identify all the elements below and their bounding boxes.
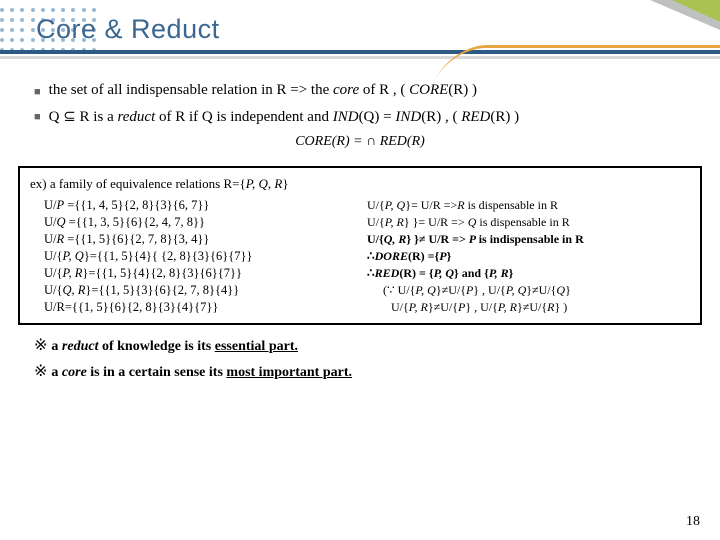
note-1: ※a reduct of knowledge is its essential … [34, 335, 686, 355]
list-item: U/{P, R}={{1, 5}{4}{2, 8}{3}{6}{7}} [30, 266, 353, 281]
formula: CORE(R) = ∩ RED(R) [34, 134, 686, 150]
list-item: U/R ={{1, 5}{6}{2, 7, 8}{3, 4}} [30, 232, 353, 247]
example-intro: ex) a family of equivalence relations R=… [30, 176, 690, 192]
page-number: 18 [686, 514, 700, 530]
list-item: U/{Q, R} }≠ U/R => P is indispensable in… [367, 232, 690, 247]
slide-header: Core & Reduct [0, 0, 720, 64]
list-item: ∴RED(R) = {P, Q} and {P, R} [367, 266, 690, 281]
bullet-2: ■ Q ⊆ R is a reduct of R if Q is indepen… [34, 107, 686, 126]
list-item: U/{P, Q}= U/R =>R is dispensable in R [367, 198, 690, 213]
list-item: U/{P, R} }= U/R => Q is dispensable in R [367, 215, 690, 230]
list-item: ∴DORE(R) ={P} [367, 249, 690, 264]
bullet-icon: ■ [34, 111, 41, 123]
list-item: U/P ={{1, 4, 5}{2, 8}{3}{6, 7}} [30, 198, 353, 213]
bullet-icon: ■ [34, 86, 41, 98]
list-item: U/{P, Q}={{1, 5}{4}{ {2, 8}{3}{6}{7}} [30, 249, 353, 264]
example-box: ex) a family of equivalence relations R=… [18, 166, 702, 325]
orange-curve [433, 45, 720, 85]
slide-title: Core & Reduct [36, 14, 220, 45]
notes: ※a reduct of knowledge is its essential … [0, 325, 720, 397]
list-item: (∵ U/{P, Q}≠U/{P} , U/{P, Q}≠U/{Q} [367, 283, 690, 298]
list-item: U/{P, R}≠U/{P} , U/{P, R}≠U/{R} ) [367, 300, 690, 315]
list-item: U/{Q, R}={{1, 5}{3}{6}{2, 7, 8}{4}} [30, 283, 353, 298]
list-item: U/R={{1, 5}{6}{2, 8}{3}{4}{7}} [30, 300, 353, 315]
note-2: ※a core is in a certain sense its most i… [34, 361, 686, 381]
list-item: U/Q ={{1, 3, 5}{6}{2, 4, 7, 8}} [30, 215, 353, 230]
